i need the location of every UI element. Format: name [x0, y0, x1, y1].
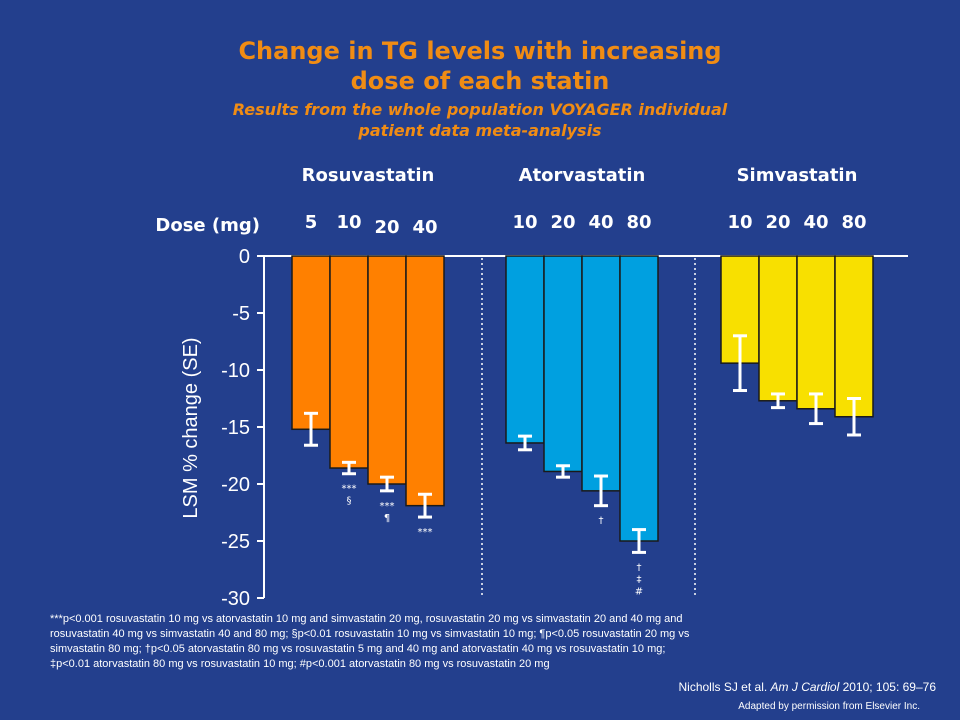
chart-title-line-2: dose of each statin — [350, 67, 610, 95]
group-label-simvastatin: Simvastatin — [737, 165, 858, 186]
significance-annotation: § — [347, 496, 352, 507]
y-tick-label: -20 — [221, 474, 250, 496]
y-tick-label: -25 — [221, 531, 250, 553]
significance-annotation: ‡ — [637, 574, 642, 585]
group-label-rosuvastatin: Rosuvastatin — [302, 165, 435, 186]
y-tick-label: -5 — [232, 303, 250, 325]
bar-simvastatin-40 — [796, 255, 836, 410]
dose-label: 10 — [727, 212, 752, 233]
bar-atorvastatin-40 — [581, 255, 621, 492]
dose-label: 10 — [336, 212, 361, 233]
citation: Nicholls SJ et al. Am J Cardiol 2010; 10… — [679, 680, 937, 694]
dose-label: 40 — [803, 212, 828, 233]
permission-credit: Adapted by permission from Elsevier Inc. — [738, 701, 920, 712]
significance-annotation: # — [635, 586, 643, 597]
chart-title-line-1: Change in TG levels with increasing — [238, 37, 722, 65]
bar-atorvastatin-10 — [505, 255, 545, 444]
bar-simvastatin-80 — [834, 255, 874, 418]
bar-rosuvastatin-20 — [367, 255, 407, 485]
bar-simvastatin-20 — [758, 255, 798, 402]
citation-journal: Am J Cardiol — [770, 680, 840, 694]
footnote-line-2: rosuvastatin 40 mg vs simvastatin 40 and… — [50, 628, 690, 640]
chart-subtitle-line-1: Results from the whole population VOYAGE… — [232, 100, 728, 119]
significance-annotation: † — [637, 562, 642, 573]
chart-subtitle-line-2: patient data meta-analysis — [358, 121, 602, 140]
citation-details: 2010; 105: 69–76 — [839, 680, 936, 694]
y-tick-label: -10 — [221, 360, 250, 382]
y-tick-label: 0 — [239, 246, 250, 268]
dose-label: 10 — [512, 212, 537, 233]
footnote: ***p<0.001 rosuvastatin 10 mg vs atorvas… — [50, 612, 930, 672]
significance-annotation: *** — [342, 484, 357, 495]
y-tick-label: -15 — [221, 417, 250, 439]
significance-annotation: *** — [380, 501, 395, 512]
dose-label: 40 — [588, 212, 613, 233]
dose-label: 80 — [841, 212, 866, 233]
bar-atorvastatin-20 — [543, 255, 583, 473]
citation-authors: Nicholls SJ et al. — [678, 680, 771, 694]
group-label-atorvastatin: Atorvastatin — [519, 165, 646, 186]
dose-label: 40 — [412, 217, 437, 238]
dose-label: 20 — [765, 212, 790, 233]
dose-label: 20 — [550, 212, 575, 233]
significance-annotation: ¶ — [384, 513, 390, 524]
bar-atorvastatin-80 — [619, 255, 659, 542]
bar-rosuvastatin-5 — [291, 255, 331, 431]
dose-label: 5 — [305, 212, 318, 233]
y-tick-label: -30 — [221, 588, 250, 610]
dose-axis-label: Dose (mg) — [155, 215, 260, 236]
bar-chart: 0 -5 -10 -15 -20 -25 -30 LSM % change (SE) Dose … — [155, 165, 908, 610]
y-axis-label: LSM % change (SE) — [180, 337, 202, 518]
footnote-line-3: simvastatin 80 mg; †p<0.05 atorvastatin … — [50, 643, 666, 655]
significance-annotation: † — [599, 516, 604, 527]
significance-annotation: *** — [418, 527, 433, 538]
footnote-line-4: ‡p<0.01 atorvastatin 80 mg vs rosuvastat… — [50, 658, 550, 670]
dose-label: 80 — [626, 212, 651, 233]
bar-rosuvastatin-40 — [405, 255, 445, 507]
bar-rosuvastatin-10 — [329, 255, 369, 469]
footnote-line-1: ***p<0.001 rosuvastatin 10 mg vs atorvas… — [50, 613, 683, 625]
dose-label: 20 — [374, 217, 399, 238]
